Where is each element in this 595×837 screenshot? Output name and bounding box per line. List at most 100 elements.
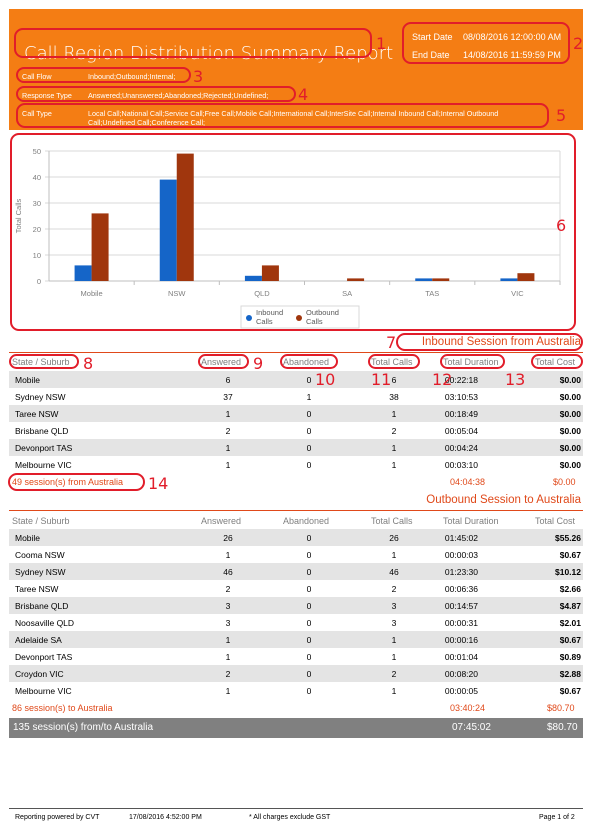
x-tick-label: TAS [425, 289, 439, 298]
annotation-box-dates [402, 22, 570, 64]
cell-abandoned: 0 [306, 584, 312, 594]
cell-total-cost: $0.00 [559, 409, 581, 419]
y-tick-label: 30 [33, 199, 41, 208]
col-state-suburb: State / Suburb [12, 357, 70, 367]
cell-answered: 2 [225, 584, 231, 594]
col-state-suburb: State / Suburb [12, 516, 70, 526]
col-total-cost: Total Cost [535, 516, 576, 526]
cell-total-calls: 2 [391, 669, 397, 679]
cell-abandoned: 0 [306, 533, 312, 543]
cell-state-suburb: Taree NSW [15, 584, 59, 594]
cell-state-suburb: Sydney NSW [15, 567, 66, 577]
cell-state-suburb: Cooma NSW [15, 550, 65, 560]
cell-total-cost: $55.26 [555, 533, 581, 543]
col-total-calls: Total Calls [371, 357, 413, 367]
outbound-divider [9, 510, 583, 511]
cell-abandoned: 0 [306, 601, 312, 611]
footer-powered-by: Reporting powered by CVT [15, 814, 100, 821]
cell-total-cost: $0.67 [559, 550, 581, 560]
annotation-number: 12 [432, 370, 453, 389]
bar-outbound [261, 265, 279, 281]
col-total-cost: Total Cost [535, 357, 576, 367]
cell-abandoned: 0 [306, 375, 312, 385]
inbound-section-title: Inbound Session from Australia [421, 336, 581, 348]
cell-total-duration: 00:01:04 [444, 652, 478, 662]
annotation-box-section-title [396, 333, 583, 351]
cell-total-cost: $0.67 [559, 686, 581, 696]
grand-total-duration: 07:45:02 [452, 722, 491, 733]
cell-total-cost: $2.01 [559, 618, 581, 628]
y-tick-label: 20 [33, 225, 41, 234]
annotation-number: 11 [371, 370, 392, 389]
cell-total-calls: 1 [391, 550, 397, 560]
call-distribution-chart: 0 10 20 30 40 50 Total Calls Mobile NSW QLD SA TAS V… [14, 147, 561, 329]
cell-abandoned: 1 [306, 392, 312, 402]
cell-answered: 2 [225, 426, 231, 436]
inbound-total-cost: $0.00 [553, 477, 576, 487]
col-total-duration: Total Duration [443, 516, 499, 526]
annotation-number: 14 [148, 474, 169, 493]
table-row: Sydney NSW 46 0 46 01:23:30 $10.12 [9, 563, 583, 580]
table-row: Brisbane QLD 3 0 3 00:14:57 $4.87 [9, 597, 583, 614]
annotation-box-answered [198, 354, 249, 369]
cell-total-cost: $2.88 [559, 669, 581, 679]
cell-total-calls: 26 [389, 533, 399, 543]
cell-state-suburb: Melbourne VIC [15, 460, 72, 470]
cell-total-duration: 00:05:04 [444, 426, 478, 436]
y-tick-label: 0 [37, 277, 41, 286]
x-tick-label: Mobile [81, 289, 103, 298]
bar-inbound [74, 265, 92, 281]
annotation-box-chart [10, 133, 576, 331]
bar-inbound [244, 275, 262, 281]
cell-total-calls: 2 [391, 584, 397, 594]
grand-total-label: 135 session(s) from/to Australia [13, 722, 154, 733]
annotation-number: 6 [556, 216, 567, 235]
response-type-value: Answered;Unanswered;Abandoned;Rejected;U… [88, 91, 269, 100]
end-date-value: 14/08/2016 11:59:59 PM [463, 50, 561, 60]
cell-total-duration: 00:03:10 [444, 460, 478, 470]
y-axis-label: Total Calls [14, 198, 23, 233]
response-type-label: Response Type [22, 91, 72, 100]
cell-total-cost: $0.00 [559, 443, 581, 453]
annotation-number: 1 [376, 34, 387, 53]
annotation-box-total-cost [531, 354, 583, 369]
bar-outbound [432, 278, 450, 281]
cell-total-cost: $0.00 [559, 375, 581, 385]
cell-abandoned: 0 [306, 550, 312, 560]
annotation-number: 10 [315, 370, 336, 389]
cell-total-duration: 00:00:03 [444, 550, 478, 560]
y-tick-label: 40 [33, 173, 41, 182]
x-tick-label: SA [342, 289, 352, 298]
legend-marker [296, 315, 302, 321]
cell-total-cost: $4.87 [559, 601, 581, 611]
cell-total-cost: $0.00 [559, 392, 581, 402]
col-abandoned: Abandoned [283, 516, 330, 526]
table-row: Mobile 26 0 26 01:45:02 $55.26 [9, 529, 583, 546]
cell-total-duration: 00:00:05 [444, 686, 478, 696]
end-date-label: End Date [412, 50, 450, 60]
outbound-total-cost: $80.70 [547, 703, 575, 713]
legend-marker [246, 315, 252, 321]
cell-answered: 37 [223, 392, 233, 402]
annotation-box-summary [8, 473, 145, 491]
cell-total-calls: 38 [389, 392, 399, 402]
table-row: Croydon VIC 2 0 2 00:08:20 $2.88 [9, 665, 583, 682]
annotation-box-total-calls [368, 354, 420, 369]
cell-state-suburb: Croydon VIC [15, 669, 64, 679]
annotation-number: 3 [193, 67, 204, 86]
grand-total-cost: $80.70 [547, 722, 578, 733]
cell-abandoned: 0 [306, 635, 312, 645]
start-date-value: 08/08/2016 12:00:00 AM [463, 32, 562, 42]
col-answered: Answered [201, 516, 242, 526]
x-tick-label: NSW [168, 289, 186, 298]
cell-abandoned: 0 [306, 567, 312, 577]
cell-total-calls: 1 [391, 635, 397, 645]
y-tick-label: 10 [33, 251, 41, 260]
cell-state-suburb: Adelaide SA [15, 635, 62, 645]
cell-abandoned: 0 [306, 652, 312, 662]
cell-total-calls: 3 [391, 601, 397, 611]
cell-answered: 46 [223, 567, 233, 577]
legend-label: Inbound [256, 308, 283, 317]
annotation-box-response-type [16, 86, 296, 102]
table-row: Devonport TAS 1 0 1 00:01:04 $0.89 [9, 648, 583, 665]
